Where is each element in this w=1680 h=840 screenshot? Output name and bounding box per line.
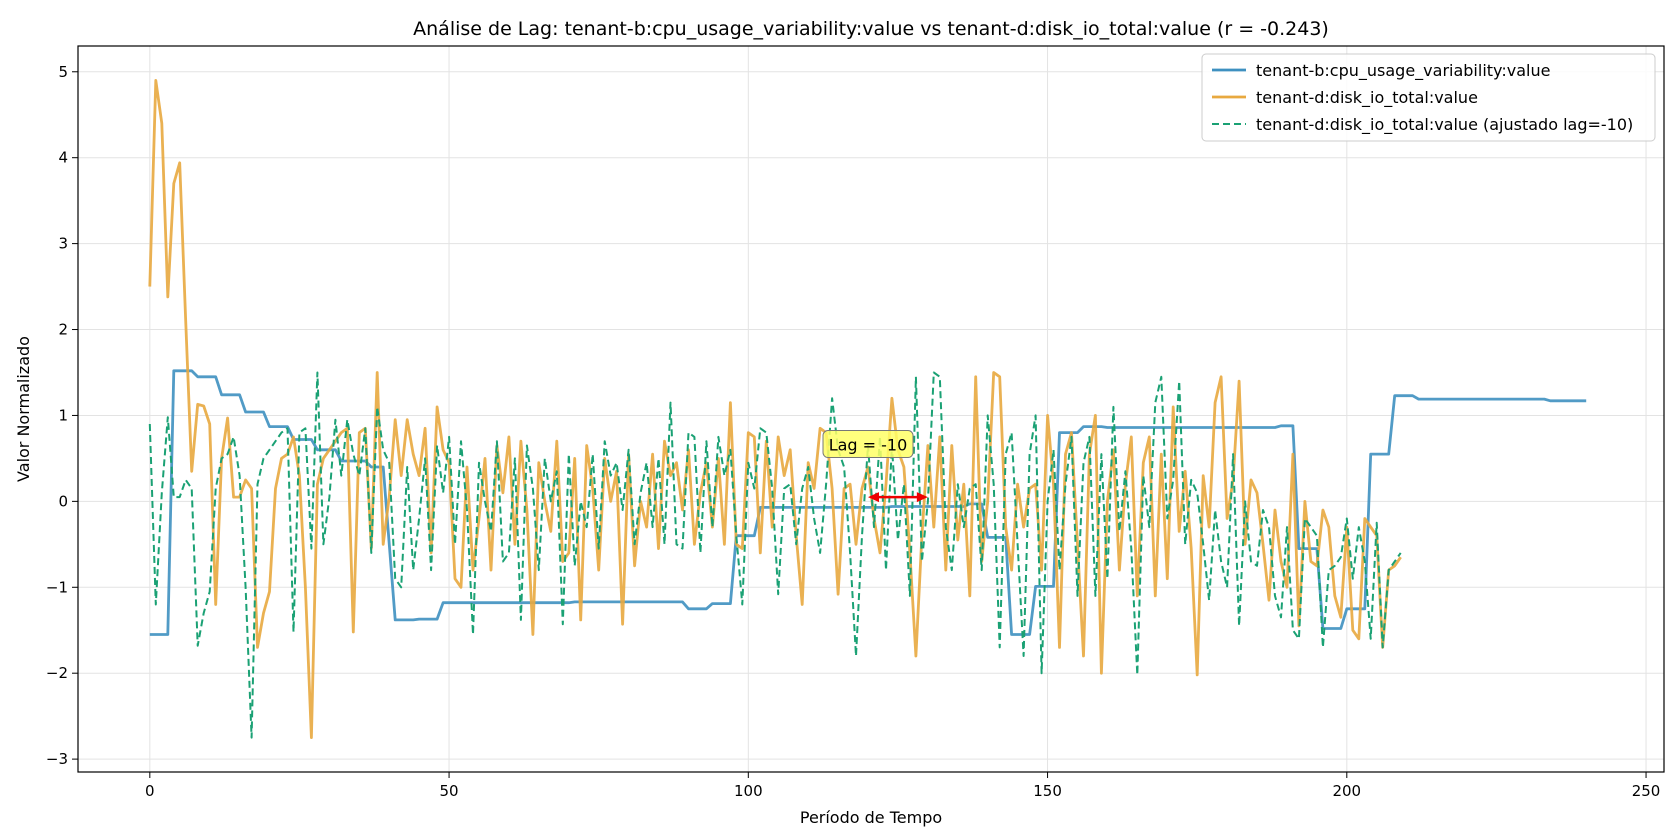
- axis-ticks: 0 50 100 150 200 250 −3 −2 −1 0 1 2 3 4 5: [46, 63, 1660, 800]
- legend-box: [1201, 53, 1656, 142]
- y-axis-label: Valor Normalizado: [14, 336, 33, 482]
- legend-entry-cpu-usage[interactable]: tenant-b:cpu_usage_variability:value: [1212, 61, 1550, 81]
- disk-io-series-line: [148, 79, 1402, 739]
- legend-entry-disk-io[interactable]: tenant-d:disk_io_total:value: [1212, 88, 1478, 108]
- legend-entry-disk-io-shifted[interactable]: tenant-d:disk_io_total:value (ajustado l…: [1212, 115, 1633, 135]
- x-tick-label: 150: [1033, 782, 1062, 800]
- x-axis-label: Período de Tempo: [800, 808, 942, 827]
- y-tick-label: 3: [58, 235, 68, 253]
- x-tick-label: 0: [145, 782, 155, 800]
- lag-arrow-head-left: [868, 492, 880, 503]
- lag-label-text: Lag = -10: [829, 436, 908, 455]
- y-tick-label: −2: [46, 664, 68, 682]
- plot-frame: [77, 45, 1665, 773]
- y-tick-label: 2: [58, 321, 68, 339]
- x-tick-label: 250: [1632, 782, 1661, 800]
- x-tick-label: 200: [1332, 782, 1361, 800]
- x-tick-label: 100: [734, 782, 763, 800]
- grid: [78, 46, 1664, 772]
- disk-io-shifted-series-line: [148, 371, 1402, 739]
- y-tick-label: 4: [58, 149, 68, 167]
- legend-label: tenant-b:cpu_usage_variability:value: [1256, 61, 1550, 81]
- lag-arrow-head-right: [916, 492, 928, 503]
- y-tick-label: 1: [58, 406, 68, 424]
- y-tick-label: −1: [46, 578, 68, 596]
- lag-annotation: Lag = -10: [822, 430, 928, 503]
- chart-title: Análise de Lag: tenant-b:cpu_usage_varia…: [413, 18, 1329, 40]
- y-tick-label: 0: [58, 492, 68, 510]
- series-layer: [148, 79, 1587, 739]
- y-tick-label: −3: [46, 750, 68, 768]
- x-tick-label: 50: [440, 782, 459, 800]
- y-tick-label: 5: [58, 63, 68, 81]
- legend-label: tenant-d:disk_io_total:value (ajustado l…: [1256, 115, 1633, 135]
- cpu-usage-series-line: [149, 369, 1587, 636]
- legend-label: tenant-d:disk_io_total:value: [1256, 88, 1478, 108]
- lag-label-box: [822, 430, 914, 459]
- legend[interactable]: tenant-b:cpu_usage_variability:valuetena…: [1201, 53, 1656, 142]
